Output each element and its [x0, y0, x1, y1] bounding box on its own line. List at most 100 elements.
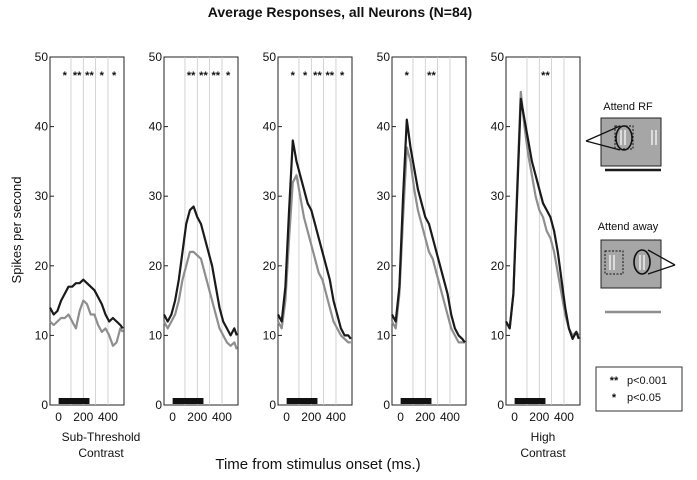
- x-tick-label: 400: [440, 410, 460, 424]
- y-tick-label: 20: [149, 259, 163, 273]
- attend-away-eye-icon: [647, 249, 676, 275]
- attend-away-screen-icon: [600, 239, 662, 289]
- chart-title: Average Responses, all Neurons (N=84): [208, 4, 472, 20]
- significance-star: *: [100, 70, 105, 82]
- panel-frame: [49, 56, 125, 406]
- panel-frame: [391, 56, 467, 406]
- y-tick-label: 10: [263, 328, 277, 342]
- y-tick-label: 40: [149, 120, 163, 134]
- y-tick-label: 0: [269, 398, 276, 412]
- legend-attend-rf: Attend RF: [585, 101, 662, 172]
- y-tick-label: 20: [35, 259, 49, 273]
- significance-star: **: [326, 70, 335, 82]
- sig-single-symbol: *: [612, 392, 617, 404]
- significance-legend-box: [595, 366, 683, 412]
- y-tick-label: 20: [491, 259, 505, 273]
- y-axis-label: Spikes per second: [9, 177, 24, 284]
- significance-star: **: [313, 70, 322, 82]
- attend-away-spotlight-icon: [633, 249, 651, 275]
- y-tick-label: 10: [149, 328, 163, 342]
- significance-star: *: [340, 70, 345, 82]
- x-tick-label: 200: [415, 410, 435, 424]
- legend-attend-away-label: Attend away: [598, 221, 659, 233]
- y-tick-label: 30: [377, 189, 391, 203]
- stimulus-bar: [400, 398, 432, 404]
- attend-rf-eye-icon: [585, 125, 621, 151]
- panel-contrast-label: High: [531, 430, 556, 444]
- x-tick-label: 0: [55, 410, 62, 424]
- series-line-attend-rf: [391, 118, 466, 344]
- y-tick-label: 40: [377, 120, 391, 134]
- panel-frame: [163, 56, 239, 406]
- x-tick-label: 0: [169, 410, 176, 424]
- series-line-attend-rf: [163, 205, 238, 337]
- y-tick-label: 10: [377, 328, 391, 342]
- y-tick-label: 40: [491, 120, 505, 134]
- attend-away-receptive-field-icon: [604, 250, 624, 275]
- y-tick-label: 0: [155, 398, 162, 412]
- series-line-attend-away: [391, 146, 465, 344]
- significance-star: **: [187, 70, 196, 82]
- sig-single-label: p<0.05: [627, 392, 661, 404]
- legend-attend-rf-label: Attend RF: [603, 101, 653, 113]
- y-tick-label: 0: [497, 398, 504, 412]
- y-tick-label: 20: [377, 259, 391, 273]
- panel-5: 0 10 20 30 40 50 0 200 400 ** High Contrast: [491, 50, 581, 460]
- significance-star: **: [199, 70, 208, 82]
- significance-legend: ** p<0.001 * p<0.05: [595, 366, 683, 412]
- x-tick-label: 200: [73, 410, 93, 424]
- y-tick-label: 20: [263, 259, 277, 273]
- significance-star: **: [85, 70, 94, 82]
- stimulus-bar: [286, 398, 318, 404]
- y-tick-label: 50: [149, 50, 163, 64]
- x-axis-label: Time from stimulus onset (ms.): [215, 456, 420, 473]
- legend-attend-away: Attend away: [598, 221, 676, 314]
- y-tick-label: 50: [377, 50, 391, 64]
- y-tick-label: 50: [263, 50, 277, 64]
- x-tick-label: 0: [397, 410, 404, 424]
- y-tick-label: 30: [491, 189, 505, 203]
- y-tick-label: 40: [35, 120, 49, 134]
- y-tick-label: 10: [35, 328, 49, 342]
- y-tick-label: 50: [491, 50, 505, 64]
- significance-star: *: [291, 70, 296, 82]
- stimulus-bar: [58, 398, 90, 404]
- y-tick-label: 0: [383, 398, 390, 412]
- significance-star: *: [63, 70, 68, 82]
- series-line-attend-away: [49, 299, 124, 347]
- panel-contrast-label: Contrast: [78, 446, 124, 460]
- significance-star: *: [303, 70, 308, 82]
- sig-double-label: p<0.001: [627, 375, 667, 387]
- y-tick-label: 30: [149, 189, 163, 203]
- y-tick-label: 30: [263, 189, 277, 203]
- series-line-attend-away: [277, 174, 351, 344]
- attend-rf-spotlight-icon: [615, 125, 633, 151]
- significance-star: **: [212, 70, 221, 82]
- series-line-attend-rf: [505, 97, 580, 340]
- x-tick-label: 0: [283, 410, 290, 424]
- y-tick-label: 50: [35, 50, 49, 64]
- y-tick-label: 10: [491, 328, 505, 342]
- panel-contrast-label: Sub-Threshold: [62, 430, 141, 444]
- series-line-attend-away: [163, 250, 238, 350]
- stimulus-bar: [514, 398, 546, 404]
- panel-contrast-label: Contrast: [520, 446, 566, 460]
- x-tick-label: 400: [212, 410, 232, 424]
- significance-star: **: [73, 70, 82, 82]
- significance-star: *: [112, 70, 117, 82]
- stimulus-bar: [172, 398, 204, 404]
- x-tick-label: 200: [529, 410, 549, 424]
- x-tick-label: 0: [511, 410, 518, 424]
- significance-star: **: [427, 70, 436, 82]
- significance-star: **: [541, 70, 550, 82]
- x-tick-label: 400: [326, 410, 346, 424]
- x-tick-label: 400: [554, 410, 574, 424]
- significance-star: *: [405, 70, 410, 82]
- panel-frame: [505, 56, 581, 406]
